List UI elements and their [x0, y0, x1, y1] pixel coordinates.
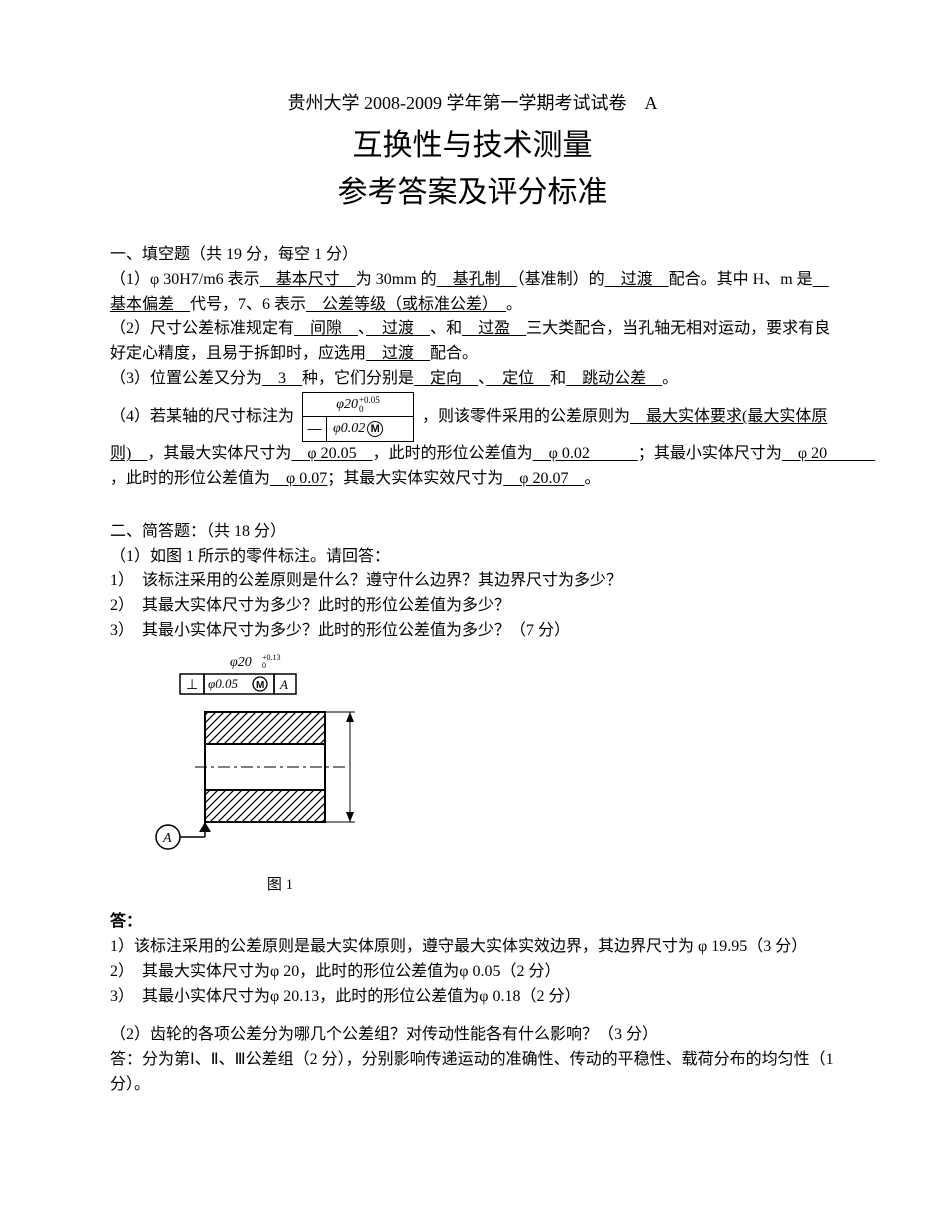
- datum-letter: A: [162, 831, 172, 846]
- text: ；其最小实体尺寸为: [638, 445, 782, 462]
- text: 和: [550, 370, 566, 387]
- text: 。: [585, 470, 601, 487]
- fcf-fig1: ⊥ φ0.05 M A: [180, 674, 296, 694]
- text: 为 30mm 的: [356, 271, 437, 288]
- fcf-val: φ0.05: [208, 676, 238, 691]
- s2-q1-head: （1）如图 1 所示的零件标注。请回答：: [110, 545, 835, 570]
- blank: 3: [262, 370, 302, 387]
- text: 、: [358, 320, 366, 337]
- blank: 过渡: [605, 271, 669, 288]
- text: 种，它们分别是: [302, 370, 414, 387]
- subtitle: 参考答案及评分标准: [110, 170, 835, 215]
- s2-q1-1: 1） 该标注采用的公差原则是什么？遵守什么边界？其边界尺寸为多少？: [110, 569, 835, 594]
- mmc-icon: M: [256, 680, 264, 691]
- datum-a: A: [156, 822, 211, 849]
- ans3: 3） 其最小实体尺寸为φ 20.13，此时的形位公差值为φ 0.18（2 分）: [110, 985, 835, 1010]
- q2: （2）尺寸公差标准规定有 间隙 、 过渡 、和 过盈 三大类配合，当孔轴无相对运…: [110, 317, 835, 367]
- blank: 定位: [486, 370, 550, 387]
- blank: 间隙: [294, 320, 358, 337]
- text: 配合。: [430, 345, 478, 362]
- text: ，其最大实体尺寸为: [147, 445, 291, 462]
- perpendicularity-icon: ⊥: [186, 678, 198, 693]
- answer-block: 答： 1）该标注采用的公差原则是最大实体原则，遵守最大实体实效边界，其边界尺寸为 …: [110, 910, 835, 960]
- figure-1-svg: φ20 +0.13 0 ⊥ φ0.05 M A: [140, 652, 420, 862]
- section2-head: 二、简答题：（共 18 分）: [110, 520, 835, 545]
- s2-q2-ans: 答：分为第Ⅰ、Ⅱ、Ⅲ公差组（2 分），分别影响传递运动的准确性、传动的平稳性、载…: [110, 1048, 835, 1098]
- s2-q1-3: 3） 其最小实体尺寸为多少？此时的形位公差值为多少？（7 分）: [110, 619, 835, 644]
- dim-value: φ20: [336, 394, 358, 416]
- blank: φ 0.07: [270, 470, 327, 487]
- blank: φ 0.02: [533, 445, 638, 462]
- blank: 基本尺寸: [260, 271, 356, 288]
- straightness-icon: —: [303, 417, 327, 441]
- blank: 跳动公差: [566, 370, 662, 387]
- text: （3）位置公差又分为: [110, 370, 262, 387]
- blank: 基孔制: [437, 271, 517, 288]
- s2-q2-head: （2）齿轮的各项公差分为哪几个公差组？对传动性能各有什么影响？（3 分）: [110, 1023, 835, 1048]
- text: 配合。其中 H、m 是: [669, 271, 813, 288]
- text: （2）尺寸公差标准规定有: [110, 320, 294, 337]
- text: （基准制）的: [517, 271, 605, 288]
- blank: 定向: [414, 370, 478, 387]
- blank: φ 20: [782, 445, 875, 462]
- ans1: 1）该标注采用的公差原则是最大实体原则，遵守最大实体实效边界，其边界尺寸为 φ …: [110, 938, 807, 955]
- course-title: 互换性与技术测量: [110, 123, 835, 168]
- text: ，此时的形位公差值为: [373, 445, 533, 462]
- dim-lower: 0: [262, 661, 266, 670]
- s2-q1-2: 2） 其最大实体尺寸为多少？此时的形位公差值为多少？: [110, 594, 835, 619]
- dim-tolerance: +0.05 0: [359, 396, 380, 414]
- text: 、: [478, 370, 486, 387]
- part-drawing: [195, 712, 355, 822]
- fcf-callout-q4: φ20 +0.05 0 — φ0.02 M: [302, 392, 414, 442]
- text: 代号，7、6 表示: [190, 296, 306, 313]
- text: （4）若某轴的尺寸标注为: [110, 408, 294, 425]
- text: 。: [506, 296, 522, 313]
- blank: φ 20.07: [503, 470, 584, 487]
- section1-head: 一、填空题（共 19 分，每空 1 分）: [110, 243, 835, 268]
- text: ；其最大实体实效尺寸为: [327, 470, 503, 487]
- blank: 公差等级（或标准公差）: [306, 296, 506, 313]
- text: ，则该零件采用的公差原则为: [422, 408, 630, 425]
- blank: 过渡: [366, 320, 430, 337]
- blank: φ 20.05: [291, 445, 372, 462]
- fcf-datum: A: [279, 677, 288, 692]
- blank: 过渡: [366, 345, 430, 362]
- answer-head: 答：: [110, 913, 142, 930]
- dim-text: φ20: [230, 655, 252, 670]
- text: ，此时的形位公差值为: [110, 470, 270, 487]
- fcf-value: φ0.02 M: [327, 417, 389, 441]
- figure-1: φ20 +0.13 0 ⊥ φ0.05 M A: [140, 652, 420, 870]
- mmc-icon: M: [367, 421, 383, 437]
- q3: （3）位置公差又分为 3 种，它们分别是 定向 、 定位 和 跳动公差 。: [110, 367, 835, 392]
- q1: （1）φ 30H7/m6 表示 基本尺寸 为 30mm 的 基孔制 （基准制）的…: [110, 268, 835, 318]
- q4: （4）若某轴的尺寸标注为 φ20 +0.05 0 — φ0.02 M ，则该零件…: [110, 392, 835, 492]
- text: 、和: [430, 320, 462, 337]
- figure-1-caption: 图 1: [140, 874, 420, 897]
- text: 。: [662, 370, 678, 387]
- exam-header: 贵州大学 2008-2009 学年第一学期考试试卷 A: [110, 90, 835, 117]
- text: （1）φ 30H7/m6 表示: [110, 271, 260, 288]
- ans2: 2） 其最大实体尺寸为φ 20，此时的形位公差值为φ 0.05（2 分）: [110, 960, 835, 985]
- blank: 过盈: [462, 320, 526, 337]
